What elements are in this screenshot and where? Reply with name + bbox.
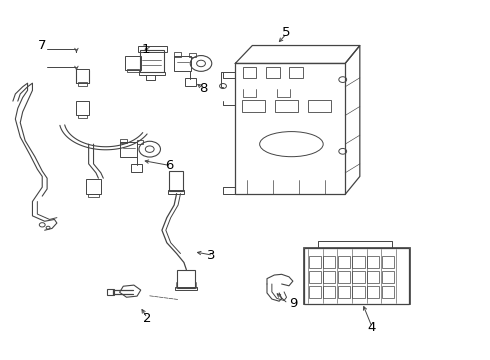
Bar: [367, 271, 379, 283]
Bar: [88, 194, 99, 197]
Bar: [338, 256, 350, 268]
Bar: [323, 271, 335, 283]
Text: 3: 3: [207, 249, 216, 262]
Bar: [78, 115, 87, 118]
Text: 7: 7: [38, 39, 47, 52]
Bar: [78, 82, 87, 86]
Bar: [367, 286, 379, 298]
Text: 8: 8: [199, 82, 208, 95]
Bar: [338, 286, 350, 298]
Bar: [309, 256, 321, 268]
Bar: [125, 56, 141, 69]
Text: 2: 2: [143, 311, 151, 325]
Text: 4: 4: [368, 320, 376, 333]
Bar: [235, 63, 345, 194]
Bar: [139, 46, 167, 51]
Bar: [189, 53, 196, 57]
Bar: [174, 55, 191, 71]
Bar: [290, 67, 303, 78]
Bar: [382, 271, 394, 283]
Bar: [338, 271, 350, 283]
Bar: [323, 256, 335, 268]
Bar: [308, 100, 331, 112]
Bar: [275, 100, 298, 112]
Bar: [107, 289, 114, 295]
Bar: [309, 286, 321, 298]
Bar: [168, 190, 184, 194]
Bar: [175, 287, 196, 291]
Bar: [86, 179, 101, 194]
Bar: [323, 286, 335, 298]
Bar: [309, 271, 321, 283]
Bar: [121, 141, 137, 157]
Bar: [352, 286, 365, 298]
Bar: [382, 256, 394, 268]
Bar: [76, 69, 89, 83]
Bar: [176, 270, 195, 288]
Bar: [352, 271, 365, 283]
Bar: [137, 140, 144, 144]
Bar: [242, 100, 265, 112]
Bar: [139, 72, 165, 75]
Bar: [352, 256, 365, 268]
Bar: [121, 139, 127, 143]
Bar: [169, 171, 183, 191]
Text: 1: 1: [141, 42, 150, 55]
Bar: [266, 67, 280, 78]
Bar: [131, 164, 142, 172]
Bar: [174, 52, 181, 57]
Bar: [382, 286, 394, 298]
Text: 6: 6: [165, 159, 173, 172]
Bar: [304, 248, 409, 304]
Bar: [76, 101, 89, 116]
Bar: [185, 78, 196, 86]
Bar: [367, 256, 379, 268]
Bar: [127, 69, 140, 72]
Bar: [243, 67, 256, 78]
Bar: [140, 50, 164, 72]
Bar: [303, 247, 410, 305]
Text: 9: 9: [289, 297, 297, 310]
Text: 5: 5: [282, 27, 291, 40]
